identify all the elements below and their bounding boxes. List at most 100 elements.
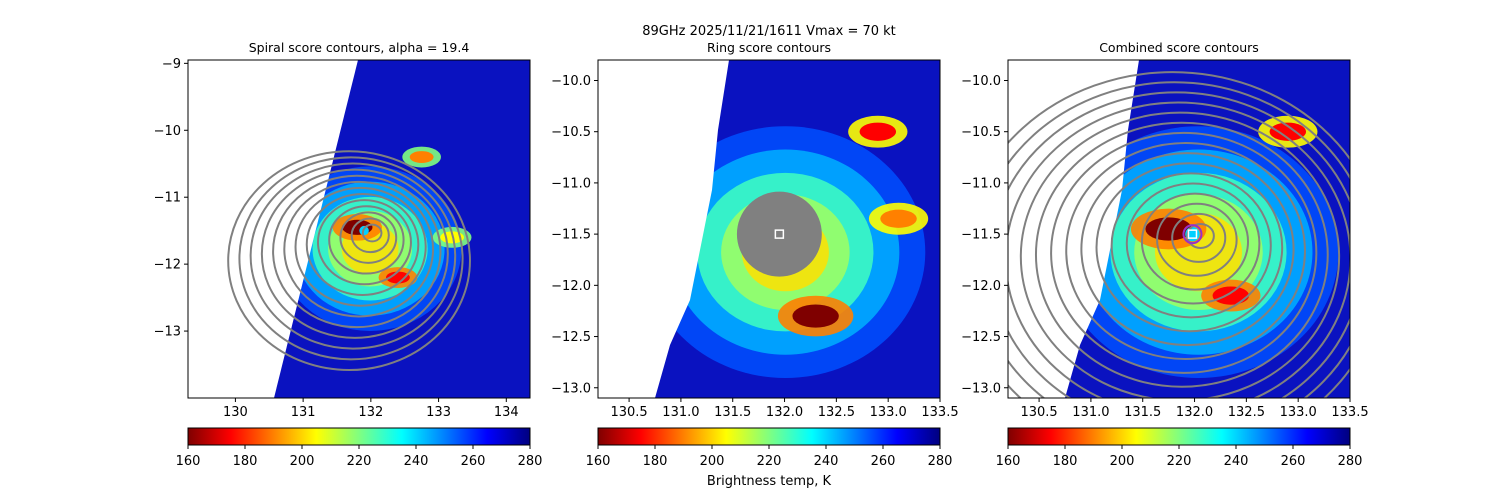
score-contour-combined-14 xyxy=(1008,91,1350,398)
xtick-label-ring-0: 130.5 xyxy=(610,405,647,420)
ytick-label-ring-3: −11.5 xyxy=(551,228,591,243)
cold-core-combined-2 xyxy=(1269,122,1307,141)
panel-title-combined: Combined score contours xyxy=(1099,40,1259,55)
colorbar-tick-label-combined-5: 260 xyxy=(1281,454,1306,469)
colorbar-tick-label-ring-2: 200 xyxy=(700,454,725,469)
ytick-label-combined-3: −11.5 xyxy=(961,228,1001,243)
colorbar-ring: 160 180 200 220 240 260 280 xyxy=(586,427,953,469)
score-contour-combined-1 xyxy=(1186,222,1215,249)
ytick-label-spiral-4: −13 xyxy=(154,325,181,340)
score-contour-combined-11 xyxy=(1034,121,1329,388)
colorbar-tick-label-ring-0: 160 xyxy=(586,454,611,469)
cold-core-combined-1 xyxy=(1212,286,1250,305)
panel-combined: Combined score contours 130.5 131.0 131.5 1… xyxy=(961,40,1368,469)
figure-suptitle: 89GHz 2025/11/21/1611 Vmax = 70 kt xyxy=(642,24,896,39)
score-contour-combined-10 xyxy=(1050,131,1318,374)
ytick-label-spiral-0: −9 xyxy=(162,57,181,72)
colorbar-tick-label-combined-4: 240 xyxy=(1224,454,1249,469)
heatmap-spiral xyxy=(188,60,530,398)
axes-frame-spiral xyxy=(187,59,531,399)
heatmap-ring xyxy=(598,60,940,398)
xtick-label-ring-2: 131.5 xyxy=(714,405,751,420)
ytick-label-combined-4: −12.0 xyxy=(961,279,1001,294)
swath-gap-spiral xyxy=(188,60,358,398)
score-contour-combined-3 xyxy=(1156,202,1238,277)
score-contour-spiral-11 xyxy=(249,162,457,350)
panel-title-spiral: Spiral score contours, alpha = 19.4 xyxy=(249,40,470,55)
colorbar-tick-label-ring-5: 260 xyxy=(871,454,896,469)
ytick-label-spiral-1: −10 xyxy=(154,124,181,139)
score-contour-spiral-1 xyxy=(361,223,383,243)
xtick-label-spiral-4: 134 xyxy=(494,405,519,420)
colorbar-label: Brightness temp, K xyxy=(707,474,832,489)
colorbar-tick-label-combined-0: 160 xyxy=(996,454,1021,469)
score-contour-spiral-3 xyxy=(339,211,398,264)
panel-ring: Ring score contours 130.5 131.0 131.5 132.0… xyxy=(551,40,958,489)
ytick-label-combined-6: −13.0 xyxy=(961,381,1001,396)
score-contour-spiral-4 xyxy=(328,205,405,275)
score-contour-spiral-12 xyxy=(238,156,464,361)
xtick-label-combined-1: 131.0 xyxy=(1072,405,1109,420)
cold-core-ring-2 xyxy=(880,209,917,228)
cold-core-ring-0 xyxy=(792,304,839,328)
swath-gap-ring xyxy=(598,60,729,398)
score-contour-combined-4 xyxy=(1140,192,1250,291)
score-contour-combined-15 xyxy=(1008,81,1350,398)
score-contour-combined-9 xyxy=(1065,142,1306,360)
colorbar-tick-label-spiral-3: 220 xyxy=(347,454,372,469)
ytick-label-combined-2: −11.0 xyxy=(961,176,1001,191)
xtick-label-spiral-1: 131 xyxy=(291,405,316,420)
colorbar-bar-spiral xyxy=(187,427,531,446)
colorbar-tick-label-combined-3: 220 xyxy=(1167,454,1192,469)
score-contour-spiral-2 xyxy=(350,217,390,254)
xtick-label-combined-3: 132.0 xyxy=(1176,405,1213,420)
score-contour-spiral-7 xyxy=(294,186,427,307)
score-contour-combined-2 xyxy=(1171,212,1227,263)
ytick-label-ring-0: −10.0 xyxy=(551,74,591,89)
score-contour-spiral-8 xyxy=(283,180,435,318)
colorbar-tick-label-ring-6: 280 xyxy=(928,454,953,469)
axes-frame-combined xyxy=(1007,59,1351,399)
ytick-label-spiral-2: −11 xyxy=(154,191,181,206)
colorbar-tick-label-combined-6: 280 xyxy=(1338,454,1363,469)
score-contours-spiral xyxy=(227,150,471,372)
cold-core-spiral-2 xyxy=(409,151,434,164)
colorbar-tick-label-ring-3: 220 xyxy=(757,454,782,469)
center-marker-combined xyxy=(1187,229,1198,239)
colorbar-tick-label-spiral-2: 200 xyxy=(290,454,315,469)
score-contour-combined-12 xyxy=(1019,111,1341,398)
score-contours-combined xyxy=(1008,71,1350,398)
colorbar-tick-label-combined-1: 180 xyxy=(1053,454,1078,469)
ytick-label-ring-4: −12.0 xyxy=(551,279,591,294)
center-ring-marker xyxy=(1182,224,1203,245)
xtick-label-spiral-0: 130 xyxy=(223,405,248,420)
colorbar-bar-combined xyxy=(1007,427,1351,446)
score-contour-combined-5 xyxy=(1125,182,1261,305)
colorbar-tick-label-spiral-6: 280 xyxy=(518,454,543,469)
score-contour-combined-16 xyxy=(1008,71,1350,398)
score-contour-spiral-9 xyxy=(272,174,442,329)
xtick-label-ring-4: 132.5 xyxy=(818,405,855,420)
xtick-label-ring-6: 133.5 xyxy=(921,405,958,420)
score-contour-combined-7 xyxy=(1095,162,1284,333)
colorbar-tick-label-combined-2: 200 xyxy=(1110,454,1135,469)
ytick-label-spiral-3: −12 xyxy=(154,258,181,273)
ytick-label-ring-6: −13.0 xyxy=(551,381,591,396)
colorbar-tick-label-spiral-0: 160 xyxy=(176,454,201,469)
center-marker-ring xyxy=(774,229,785,239)
ytick-label-ring-2: −11.0 xyxy=(551,176,591,191)
xtick-label-combined-2: 131.5 xyxy=(1124,405,1161,420)
score-contour-combined-8 xyxy=(1080,152,1295,347)
xtick-label-spiral-2: 132 xyxy=(358,405,383,420)
xtick-label-combined-5: 133.0 xyxy=(1280,405,1317,420)
axes-frame-ring xyxy=(597,59,941,399)
score-contour-combined-13 xyxy=(1008,101,1350,398)
score-contour-spiral-10 xyxy=(260,168,449,339)
score-contour-combined-6 xyxy=(1110,172,1272,319)
xtick-label-ring-3: 132.0 xyxy=(766,405,803,420)
xtick-label-combined-6: 133.5 xyxy=(1331,405,1368,420)
xtick-label-ring-1: 131.0 xyxy=(662,405,699,420)
xtick-label-combined-4: 132.5 xyxy=(1228,405,1265,420)
xtick-label-spiral-3: 133 xyxy=(426,405,451,420)
